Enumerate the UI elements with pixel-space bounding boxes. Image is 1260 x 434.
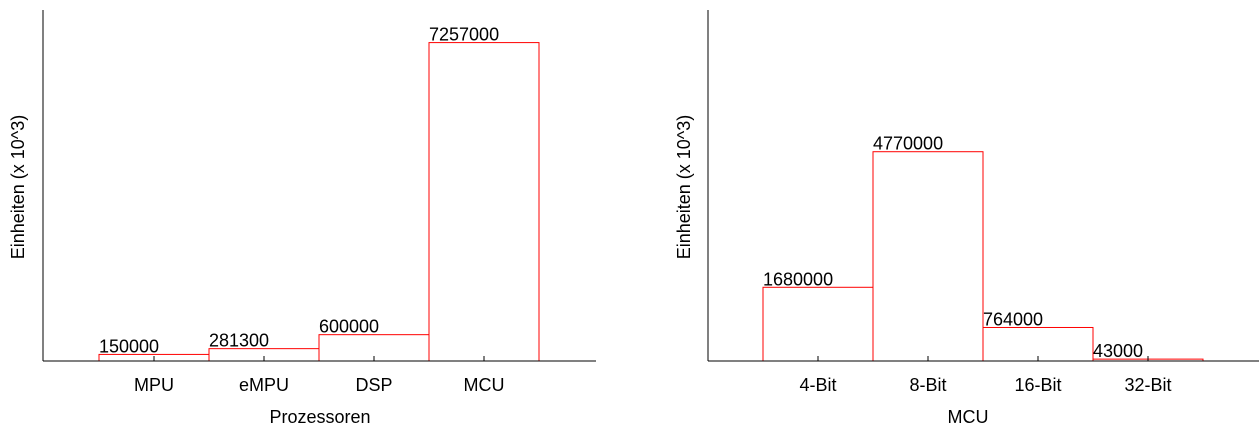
chart-mcu: 1680000 4770000 764000 43000 4-Bit 8-Bit 16-B… bbox=[630, 0, 1260, 429]
x-tick-label: MPU bbox=[134, 375, 174, 395]
x-axis-label: Prozessoren bbox=[269, 407, 370, 427]
data-labels-group: 150000 281300 600000 7257000 bbox=[99, 25, 499, 357]
data-label: 150000 bbox=[99, 336, 159, 356]
chart-mcu-svg: 1680000 4770000 764000 43000 4-Bit 8-Bit 16-B… bbox=[674, 10, 1259, 427]
x-axis-label: MCU bbox=[948, 407, 989, 427]
data-label: 4770000 bbox=[873, 134, 943, 154]
x-tick-labels-group: MPU eMPU DSP MCU bbox=[134, 375, 505, 395]
x-tick-label: eMPU bbox=[239, 375, 289, 395]
data-label: 600000 bbox=[319, 317, 379, 337]
bar-mcu bbox=[428, 42, 540, 362]
y-axis-label: Einheiten (x 10^3) bbox=[8, 115, 28, 260]
bar-8-bit bbox=[872, 151, 984, 362]
bar-16-bit bbox=[982, 326, 1094, 362]
x-ticks-group bbox=[153, 356, 485, 361]
chart-processors: 150000 281300 600000 7257000 MPU eMPU DSP MCU … bbox=[0, 0, 630, 429]
data-label: 1680000 bbox=[763, 269, 833, 289]
data-label: 764000 bbox=[983, 309, 1043, 329]
x-tick-label: 8-Bit bbox=[909, 375, 946, 395]
x-tick-label: 4-Bit bbox=[799, 375, 836, 395]
data-label: 43000 bbox=[1093, 341, 1143, 361]
x-tick-labels-group: 4-Bit 8-Bit 16-Bit 32-Bit bbox=[799, 375, 1171, 395]
data-label: 281300 bbox=[209, 331, 269, 351]
x-ticks-group bbox=[817, 356, 1149, 361]
y-axis-label: Einheiten (x 10^3) bbox=[674, 115, 694, 260]
x-tick-label: DSP bbox=[355, 375, 392, 395]
bars-group bbox=[762, 151, 1204, 362]
data-label: 7257000 bbox=[429, 25, 499, 45]
x-tick-label: MCU bbox=[464, 375, 505, 395]
bars-group bbox=[98, 42, 540, 362]
x-tick-label: 32-Bit bbox=[1124, 375, 1171, 395]
bar-4-bit bbox=[762, 286, 874, 362]
x-tick-label: 16-Bit bbox=[1014, 375, 1061, 395]
data-labels-group: 1680000 4770000 764000 43000 bbox=[763, 134, 1143, 361]
